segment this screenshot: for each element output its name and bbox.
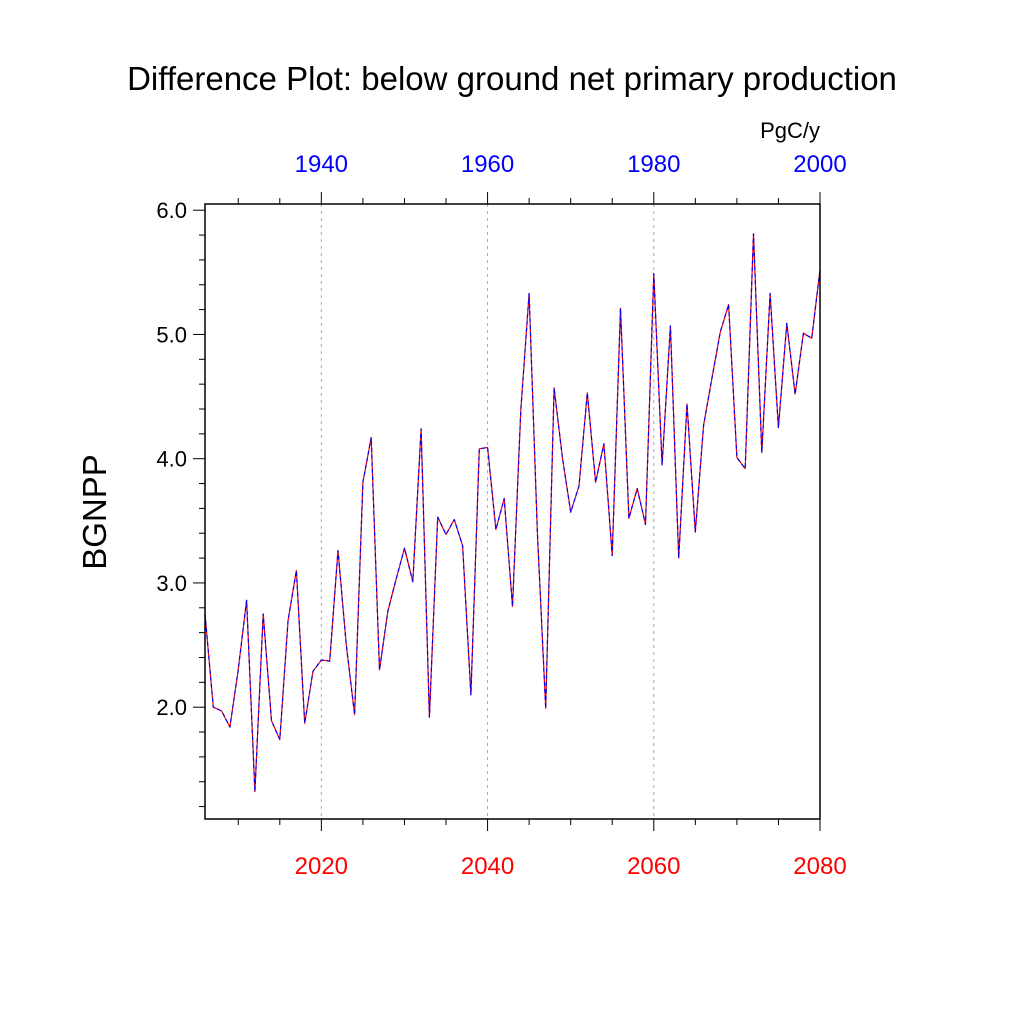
y-axis-label: BGNPP [76, 454, 113, 570]
plot-frame [204, 203, 821, 820]
series-layer [204, 233, 821, 793]
x-top-tick-label: 1940 [295, 151, 348, 178]
x-top-tick-label: 1980 [627, 151, 680, 178]
x-top-tick-label: 1960 [461, 151, 514, 178]
y-tick-label: 3.0 [156, 571, 187, 596]
grid-lines [320, 204, 655, 819]
chart-title: Difference Plot: below ground net primar… [127, 60, 897, 97]
y-tick-label: 4.0 [156, 447, 187, 472]
axes [193, 192, 821, 831]
x-bottom-tick-label: 2040 [461, 853, 514, 880]
y-tick-label: 2.0 [156, 695, 187, 720]
x-top-tick-label: 2000 [793, 151, 846, 178]
tick-labels: 2.0 3.0 4.0 5.0 6.0 2020 2040 2060 2080 1940 1960 1… [156, 151, 846, 880]
y-tick-label: 6.0 [156, 198, 187, 223]
x-bottom-tick-label: 2060 [627, 853, 680, 880]
y-tick-label: 5.0 [156, 322, 187, 347]
x-bottom-tick-label: 2020 [295, 853, 348, 880]
units-label: PgC/y [760, 118, 820, 143]
series-line-red [204, 233, 821, 793]
series-line-blue [204, 233, 821, 793]
x-bottom-tick-label: 2080 [793, 853, 846, 880]
